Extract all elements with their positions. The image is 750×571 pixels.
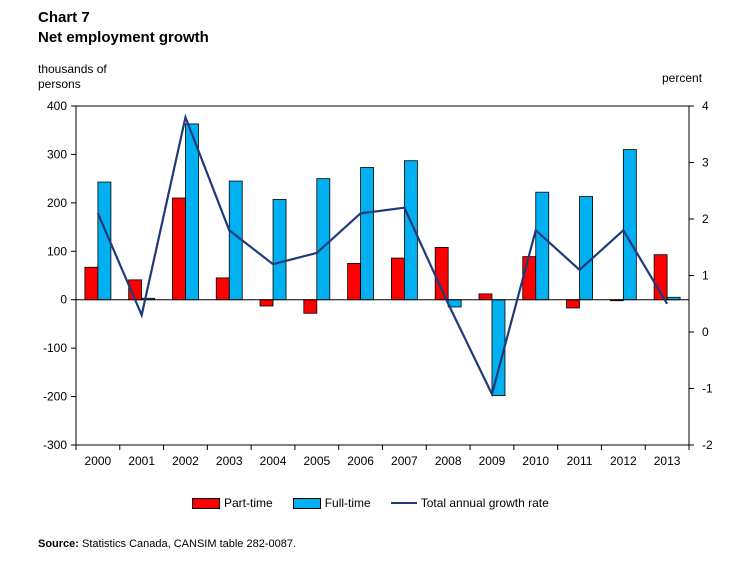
bar-part-time-2003 xyxy=(215,277,230,301)
line-series-total-annual-growth-rate xyxy=(96,113,669,398)
y-left-tick-label: 0 xyxy=(60,293,67,307)
bar-part-time-2000 xyxy=(84,266,99,301)
bar-part-time-2009 xyxy=(478,293,493,301)
x-tick-label: 2011 xyxy=(567,454,593,468)
y-axis-left-label: thousands of persons xyxy=(38,62,107,92)
y-left-tick-label: 400 xyxy=(47,99,67,113)
x-tick-label: 2006 xyxy=(347,454,374,468)
bar-part-time-2010 xyxy=(522,256,537,301)
legend-item-growth-rate: Total annual growth rate xyxy=(390,496,549,510)
x-tick-label: 2001 xyxy=(128,454,155,468)
y-left-tick-label: 100 xyxy=(47,244,67,258)
chart-number: Chart 7 xyxy=(38,9,90,26)
legend-item-part-time: Part-time xyxy=(192,496,273,510)
y-left-tick-label: -300 xyxy=(43,438,67,452)
x-tick-label: 2002 xyxy=(172,454,199,468)
bar-part-time-2007 xyxy=(390,257,405,301)
y-right-tick-label: 1 xyxy=(702,269,709,283)
x-tick-label: 2004 xyxy=(260,454,287,468)
legend-swatch-part-time xyxy=(192,497,220,509)
y-left-tick-label: 300 xyxy=(47,147,67,161)
x-tick-label: 2010 xyxy=(522,454,549,468)
y-right-tick-label: -2 xyxy=(702,438,713,452)
x-tick-label: 2000 xyxy=(85,454,112,468)
x-tick-label: 2012 xyxy=(610,454,637,468)
x-tick-label: 2013 xyxy=(654,454,681,468)
legend-label-full-time: Full-time xyxy=(324,496,371,510)
legend-swatch-full-time xyxy=(292,497,321,509)
y-right-tick-label: -1 xyxy=(702,382,713,396)
y-axis-left-label-line1: thousands of xyxy=(38,62,107,76)
legend-swatch-growth-rate xyxy=(390,502,417,504)
x-tick-label: 2005 xyxy=(303,454,330,468)
bar-full-time-2009 xyxy=(491,299,506,397)
x-tick-label: 2003 xyxy=(216,454,243,468)
source-note: Source: Statistics Canada, CANSIM table … xyxy=(38,538,296,550)
bar-part-time-2004 xyxy=(259,299,274,307)
plot-frame xyxy=(75,105,690,446)
bar-full-time-2006 xyxy=(360,167,375,301)
bar-full-time-2003 xyxy=(228,180,243,301)
y-left-tick-label: -200 xyxy=(43,390,67,404)
y-left-tick-label: -100 xyxy=(43,341,67,355)
y-axis-left-label-line2: persons xyxy=(38,77,81,91)
y-right-tick-label: 2 xyxy=(702,212,709,226)
x-tick-label: 2009 xyxy=(479,454,506,468)
legend-item-full-time: Full-time xyxy=(292,496,371,510)
bar-full-time-2012 xyxy=(622,149,637,301)
bar-part-time-2005 xyxy=(303,299,318,314)
source-label: Source: xyxy=(38,538,79,550)
bar-full-time-2002 xyxy=(185,123,199,301)
bar-part-time-2006 xyxy=(347,262,362,301)
bar-full-time-2011 xyxy=(579,196,593,301)
y-right-tick-label: 3 xyxy=(702,156,709,170)
bar-full-time-2010 xyxy=(535,191,550,301)
y-axis-right-label: percent xyxy=(662,71,703,85)
legend: Part-time Full-time Total annual growth … xyxy=(192,496,569,510)
bar-part-time-2002 xyxy=(172,197,186,301)
y-left-tick-label: 200 xyxy=(47,196,67,210)
source-text: Statistics Canada, CANSIM table 282-0087… xyxy=(78,538,297,550)
x-tick-label: 2008 xyxy=(435,454,462,468)
bar-full-time-2005 xyxy=(316,178,331,301)
chart-title: Chart 7 Net employment growth xyxy=(38,8,209,48)
legend-label-growth-rate: Total annual growth rate xyxy=(420,496,549,510)
bar-full-time-2004 xyxy=(272,199,287,301)
y-right-tick-label: 4 xyxy=(702,99,709,113)
bar-part-time-2011 xyxy=(566,299,580,309)
x-tick-label: 2007 xyxy=(391,454,418,468)
y-right-tick-label: 0 xyxy=(702,325,709,339)
chart-heading: Net employment growth xyxy=(38,29,209,46)
legend-label-part-time: Part-time xyxy=(224,496,273,510)
